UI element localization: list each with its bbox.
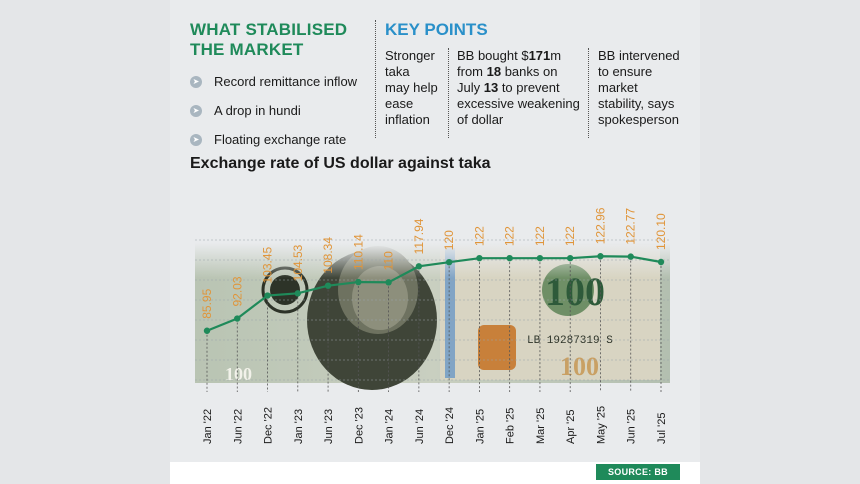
series-line	[206, 255, 662, 332]
data-point	[597, 253, 604, 260]
x-tick-label: Mar '25	[535, 408, 547, 444]
chart-title: Exchange rate of US dollar against taka	[190, 155, 491, 172]
data-point	[324, 282, 332, 289]
x-tick-label: Jan '25	[474, 409, 486, 444]
stabilised-heading: WHAT STABILISED THE MARKET	[190, 20, 348, 59]
data-label: 110	[382, 251, 396, 270]
data-label: 117.94	[412, 218, 426, 254]
divider	[375, 20, 376, 138]
arrow-bullet-icon: ➤	[190, 104, 202, 117]
data-label: 104.53	[291, 244, 305, 281]
x-tick-label: Jun '24	[414, 409, 426, 444]
data-point	[445, 259, 453, 266]
data-point	[506, 254, 513, 262]
data-point	[203, 327, 211, 334]
list-item: ➤ Record remittance inflow	[190, 67, 370, 96]
infographic-panel	[170, 0, 700, 468]
data-point	[415, 263, 423, 270]
x-tick-label: Dec '24	[444, 407, 456, 444]
data-label: 122	[563, 226, 577, 246]
data-point	[294, 290, 301, 297]
data-label: 120	[442, 230, 456, 250]
data-point	[385, 279, 392, 286]
chart-grid	[195, 239, 670, 381]
data-label: 122.96	[593, 207, 607, 244]
banknote-illustration: 100 LB 19287319 S 100 100	[195, 243, 670, 390]
divider	[588, 48, 589, 138]
data-label: 122	[472, 226, 486, 246]
key-point-3: BB intervened to ensure market stability…	[598, 48, 680, 127]
x-tick-label: Jan '23	[293, 409, 305, 444]
data-point	[567, 254, 574, 262]
x-tick-label: Jun '25	[626, 409, 638, 444]
x-tick-label: Dec '23	[353, 407, 365, 444]
data-point	[234, 315, 241, 322]
x-tick-label: Feb '25	[505, 408, 517, 444]
key-point-1: Stronger taka may help ease inflation	[385, 48, 438, 127]
data-point	[476, 254, 483, 262]
footer-strip	[170, 462, 700, 484]
data-label: 120.10	[654, 213, 668, 250]
x-tick-label: Jun '22	[232, 409, 244, 444]
data-label: 122.77	[624, 208, 638, 245]
x-tick-label: Apr '25	[565, 409, 577, 444]
data-point	[355, 278, 362, 286]
x-tick-label: Dec '22	[263, 407, 275, 444]
list-item: ➤ Floating exchange rate	[190, 125, 370, 154]
x-tick-labels: Jan '22 Jun '22 Dec '22 Jan '23 Jun '23 Dec '…	[202, 406, 668, 444]
value-labels: 85.95 92.03 103.45 104.53 108.34 110.14 110 117…	[200, 207, 668, 319]
stabilised-list: ➤ Record remittance inflow ➤ A drop in hun…	[190, 67, 370, 154]
list-item: ➤ A drop in hundi	[190, 96, 370, 125]
chart-series	[203, 253, 665, 334]
data-point	[627, 253, 634, 260]
key-point-2: BB bought $171m from 18 banks on July 13…	[457, 48, 580, 127]
data-label: 103.45	[261, 246, 275, 283]
data-label: 110.14	[351, 234, 365, 270]
data-label: 122	[503, 226, 517, 246]
source-label: SOURCE: BB	[596, 464, 680, 480]
x-tick-label: Jan '24	[384, 409, 396, 444]
x-tick-label: May '25	[595, 406, 607, 444]
key-points-heading: KEY POINTS	[385, 20, 488, 39]
divider	[448, 48, 449, 138]
x-tick-label: Jul '25	[656, 413, 668, 444]
x-tick-label: Jun '23	[323, 409, 335, 444]
arrow-bullet-icon: ➤	[190, 133, 202, 146]
x-tick-label: Jan '22	[202, 409, 214, 444]
arrow-bullet-icon: ➤	[190, 75, 202, 88]
data-point	[264, 292, 271, 299]
data-label: 85.95	[200, 288, 214, 318]
data-label: 108.34	[321, 237, 335, 274]
data-point	[536, 254, 544, 262]
data-label: 92.03	[230, 276, 244, 306]
value-guides	[206, 256, 662, 392]
data-point	[657, 258, 665, 266]
data-label: 122	[533, 226, 547, 246]
